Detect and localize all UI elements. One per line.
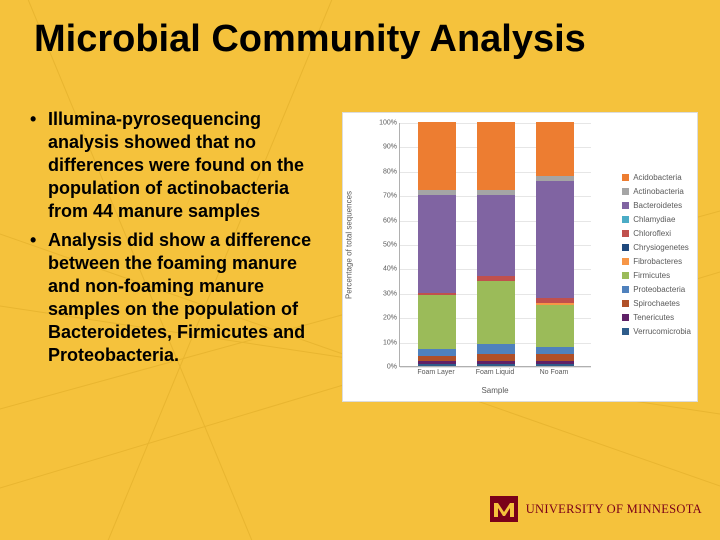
university-logo: UNIVERSITY OF MINNESOTA xyxy=(490,496,702,522)
y-tick-label: 40% xyxy=(373,266,397,273)
slide-title: Microbial Community Analysis xyxy=(34,18,586,61)
stacked-bar xyxy=(477,122,515,366)
legend-label: Chrysiogenetes xyxy=(633,243,689,252)
legend-item: Fibrobacteres xyxy=(622,257,691,266)
legend-label: Firmicutes xyxy=(633,271,670,280)
x-tick-label: No Foam xyxy=(534,369,574,376)
legend-item: Tenericutes xyxy=(622,313,691,322)
y-tick-label: 20% xyxy=(373,315,397,322)
slide: Microbial Community Analysis Illumina-py… xyxy=(0,0,720,540)
legend-swatch xyxy=(622,286,629,293)
legend-label: Proteobacteria xyxy=(633,285,685,294)
legend-item: Actinobacteria xyxy=(622,187,691,196)
legend-swatch xyxy=(622,202,629,209)
x-axis-label: Sample xyxy=(399,386,591,395)
bar-segment xyxy=(477,195,515,276)
stacked-bar xyxy=(418,122,456,366)
y-tick-label: 90% xyxy=(373,144,397,151)
legend-item: Verrucomicrobia xyxy=(622,327,691,336)
bar-segment xyxy=(418,349,456,356)
bar-segment xyxy=(418,295,456,349)
bar-segment xyxy=(418,195,456,293)
legend-swatch xyxy=(622,230,629,237)
y-tick-label: 70% xyxy=(373,193,397,200)
legend-swatch xyxy=(622,328,629,335)
y-tick-label: 80% xyxy=(373,168,397,175)
bar-segment xyxy=(536,364,574,366)
legend-swatch xyxy=(622,300,629,307)
legend-label: Chlamydiae xyxy=(633,215,675,224)
legend-swatch xyxy=(622,244,629,251)
bar-segment xyxy=(536,181,574,298)
legend-label: Tenericutes xyxy=(633,313,674,322)
legend-label: Actinobacteria xyxy=(633,187,684,196)
legend-swatch xyxy=(622,258,629,265)
bar-segment xyxy=(418,364,456,366)
legend-swatch xyxy=(622,272,629,279)
legend-item: Chlamydiae xyxy=(622,215,691,224)
stacked-bar xyxy=(536,122,574,366)
plot-area xyxy=(399,123,591,367)
legend-swatch xyxy=(622,216,629,223)
legend-label: Spirochaetes xyxy=(633,299,680,308)
y-tick-label: 30% xyxy=(373,290,397,297)
bullet-item: Analysis did show a difference between t… xyxy=(30,229,328,367)
legend-label: Verrucomicrobia xyxy=(633,327,691,336)
y-tick-label: 50% xyxy=(373,242,397,249)
bullet-item: Illumina-pyrosequencing analysis showed … xyxy=(30,108,328,223)
bullet-list: Illumina-pyrosequencing analysis showed … xyxy=(30,108,328,373)
bar-segment xyxy=(477,364,515,366)
y-tick-label: 10% xyxy=(373,339,397,346)
y-tick-label: 0% xyxy=(373,364,397,371)
legend-item: Proteobacteria xyxy=(622,285,691,294)
legend-item: Spirochaetes xyxy=(622,299,691,308)
legend-item: Chloroflexi xyxy=(622,229,691,238)
stacked-bar-chart: Percentage of total sequences 0% 10% 20% 30… xyxy=(342,112,698,402)
bar-segment xyxy=(536,122,574,176)
legend-label: Fibrobacteres xyxy=(633,257,682,266)
legend-item: Acidobacteria xyxy=(622,173,691,182)
legend-item: Firmicutes xyxy=(622,271,691,280)
gridline xyxy=(400,367,591,368)
legend-swatch xyxy=(622,314,629,321)
bar-segment xyxy=(536,305,574,346)
legend-item: Chrysiogenetes xyxy=(622,243,691,252)
bar-segment xyxy=(536,354,574,361)
y-tick-label: 60% xyxy=(373,217,397,224)
x-tick-label: Foam Layer xyxy=(416,369,456,376)
bar-segment xyxy=(418,122,456,190)
legend: Acidobacteria Actinobacteria Bacteroidetes… xyxy=(622,173,691,341)
legend-label: Bacteroidetes xyxy=(633,201,682,210)
logo-m-icon xyxy=(490,496,518,522)
bar-segment xyxy=(477,122,515,190)
bar-segment xyxy=(536,347,574,354)
bar-segment xyxy=(477,281,515,344)
legend-swatch xyxy=(622,188,629,195)
bar-segment xyxy=(477,354,515,361)
legend-item: Bacteroidetes xyxy=(622,201,691,210)
legend-swatch xyxy=(622,174,629,181)
legend-label: Acidobacteria xyxy=(633,173,681,182)
y-tick-label: 100% xyxy=(373,120,397,127)
logo-text: UNIVERSITY OF MINNESOTA xyxy=(526,502,702,517)
y-axis-label: Percentage of total sequences xyxy=(345,191,354,299)
x-tick-label: Foam Liquid xyxy=(475,369,515,376)
legend-label: Chloroflexi xyxy=(633,229,671,238)
bar-segment xyxy=(477,344,515,354)
